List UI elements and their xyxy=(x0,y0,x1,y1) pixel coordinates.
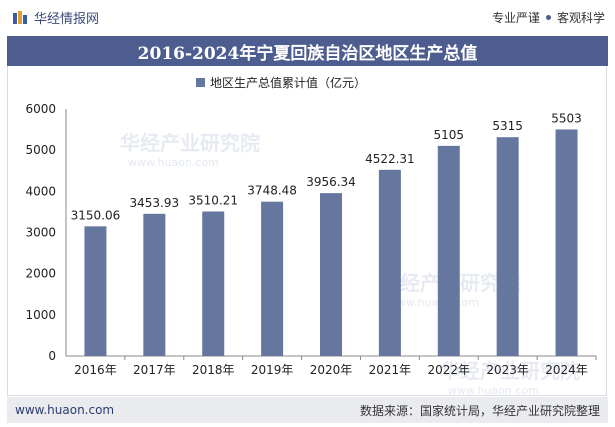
bar xyxy=(261,201,284,356)
top-bar: 华经情报网 专业严谨 客观科学 xyxy=(0,0,615,35)
data-label: 3748.48 xyxy=(247,184,297,198)
brand[interactable]: 华经情报网 xyxy=(12,8,99,27)
tagline: 专业严谨 客观科学 xyxy=(492,9,605,26)
data-label: 3150.06 xyxy=(71,208,121,222)
x-tick-label: 2020年 xyxy=(310,363,353,377)
tagline-left: 专业严谨 xyxy=(491,11,540,25)
bar xyxy=(320,193,342,356)
chart-frame xyxy=(7,66,607,396)
y-tick-label: 5000 xyxy=(25,143,56,157)
x-tick-label: 2017年 xyxy=(133,363,176,377)
bar xyxy=(84,226,107,356)
bar xyxy=(496,137,519,356)
watermark-url: www.huaon.com xyxy=(448,384,539,397)
bar xyxy=(202,211,225,356)
data-label: 5105 xyxy=(434,128,465,142)
bar xyxy=(555,129,578,356)
y-tick-label: 2000 xyxy=(25,267,56,281)
data-label: 3956.34 xyxy=(306,175,356,189)
y-tick-label: 0 xyxy=(48,349,56,363)
x-tick-label: 2024年 xyxy=(545,363,588,377)
watermark-url: www.huaon.com xyxy=(128,156,219,169)
x-tick-label: 2016年 xyxy=(74,363,117,377)
watermark-text: 华经产业研究院 xyxy=(120,131,260,155)
data-label: 3510.21 xyxy=(188,193,238,207)
legend-label: 地区生产总值累计值（亿元） xyxy=(210,75,366,90)
watermark-url: www.huaon.com xyxy=(388,296,479,309)
bar xyxy=(437,145,460,356)
y-tick-label: 4000 xyxy=(25,184,56,198)
y-tick-label: 3000 xyxy=(25,226,56,240)
dot-icon xyxy=(545,15,551,20)
data-label: 3453.93 xyxy=(130,196,180,210)
x-tick-label: 2023年 xyxy=(486,363,529,377)
x-tick-label: 2022年 xyxy=(428,363,471,377)
tagline-right: 客观科学 xyxy=(556,11,605,25)
data-label: 5315 xyxy=(492,119,523,133)
data-label: 5503 xyxy=(551,111,582,125)
x-tick-label: 2019年 xyxy=(251,363,294,377)
y-tick-label: 1000 xyxy=(25,308,56,322)
bar-chart: 华经产业研究院www.huaon.com华经产业研究院www.huaon.com… xyxy=(25,75,597,397)
data-label: 4522.31 xyxy=(365,152,415,166)
chart-title: 2016-2024年宁夏回族自治区地区生产总值 xyxy=(7,36,608,66)
footer-source: 数据来源：国家统计局，华经产业研究院整理 xyxy=(359,403,600,418)
x-tick-label: 2021年 xyxy=(369,363,412,377)
footer: www.huaon.com 数据来源：国家统计局，华经产业研究院整理 xyxy=(7,397,608,423)
logo-icon xyxy=(13,10,27,24)
footer-url[interactable]: www.huaon.com xyxy=(15,403,115,417)
brand-name: 华经情报网 xyxy=(34,12,100,27)
x-tick-label: 2018年 xyxy=(192,363,235,377)
bar xyxy=(378,169,401,356)
watermark-text: 华经产业研究院 xyxy=(440,359,580,383)
y-tick-label: 6000 xyxy=(25,102,56,116)
legend-swatch xyxy=(196,78,205,87)
bar xyxy=(143,213,166,356)
